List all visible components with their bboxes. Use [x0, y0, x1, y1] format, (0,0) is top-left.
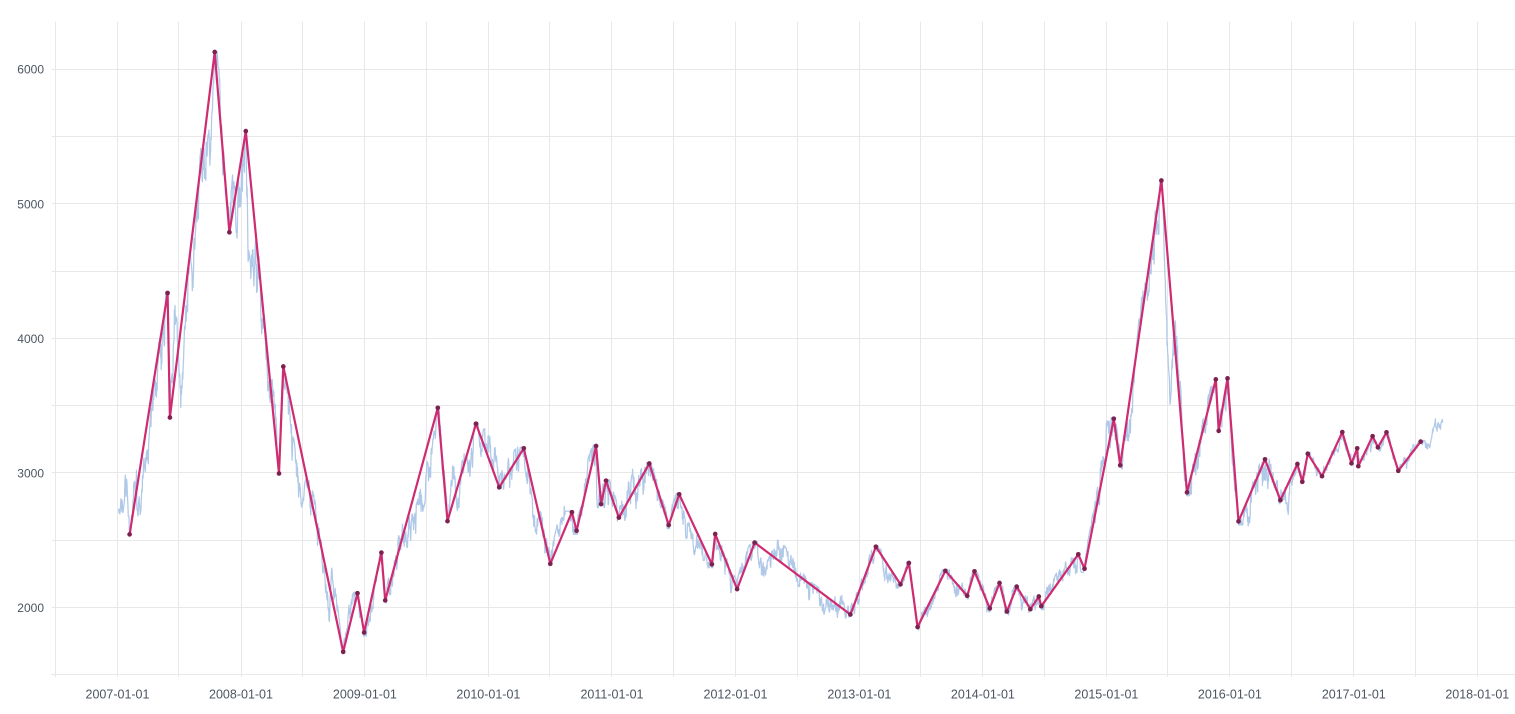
svg-text:2018-01-01: 2018-01-01 — [1445, 688, 1509, 702]
svg-text:2012-01-01: 2012-01-01 — [704, 688, 768, 702]
svg-text:2014-01-01: 2014-01-01 — [951, 688, 1015, 702]
svg-text:3000: 3000 — [17, 466, 44, 480]
svg-text:2010-01-01: 2010-01-01 — [456, 688, 520, 702]
svg-text:2013-01-01: 2013-01-01 — [827, 688, 891, 702]
svg-text:2011-01-01: 2011-01-01 — [580, 688, 643, 702]
svg-text:2016-01-01: 2016-01-01 — [1198, 688, 1262, 702]
svg-text:2009-01-01: 2009-01-01 — [333, 688, 397, 702]
svg-text:4000: 4000 — [17, 332, 44, 346]
svg-text:5000: 5000 — [17, 197, 44, 211]
svg-text:2008-01-01: 2008-01-01 — [209, 688, 273, 702]
svg-text:2017-01-01: 2017-01-01 — [1322, 688, 1386, 702]
svg-text:2007-01-01: 2007-01-01 — [86, 688, 150, 702]
svg-text:2000: 2000 — [17, 601, 44, 615]
svg-text:2015-01-01: 2015-01-01 — [1074, 688, 1138, 702]
svg-text:6000: 6000 — [17, 63, 44, 77]
